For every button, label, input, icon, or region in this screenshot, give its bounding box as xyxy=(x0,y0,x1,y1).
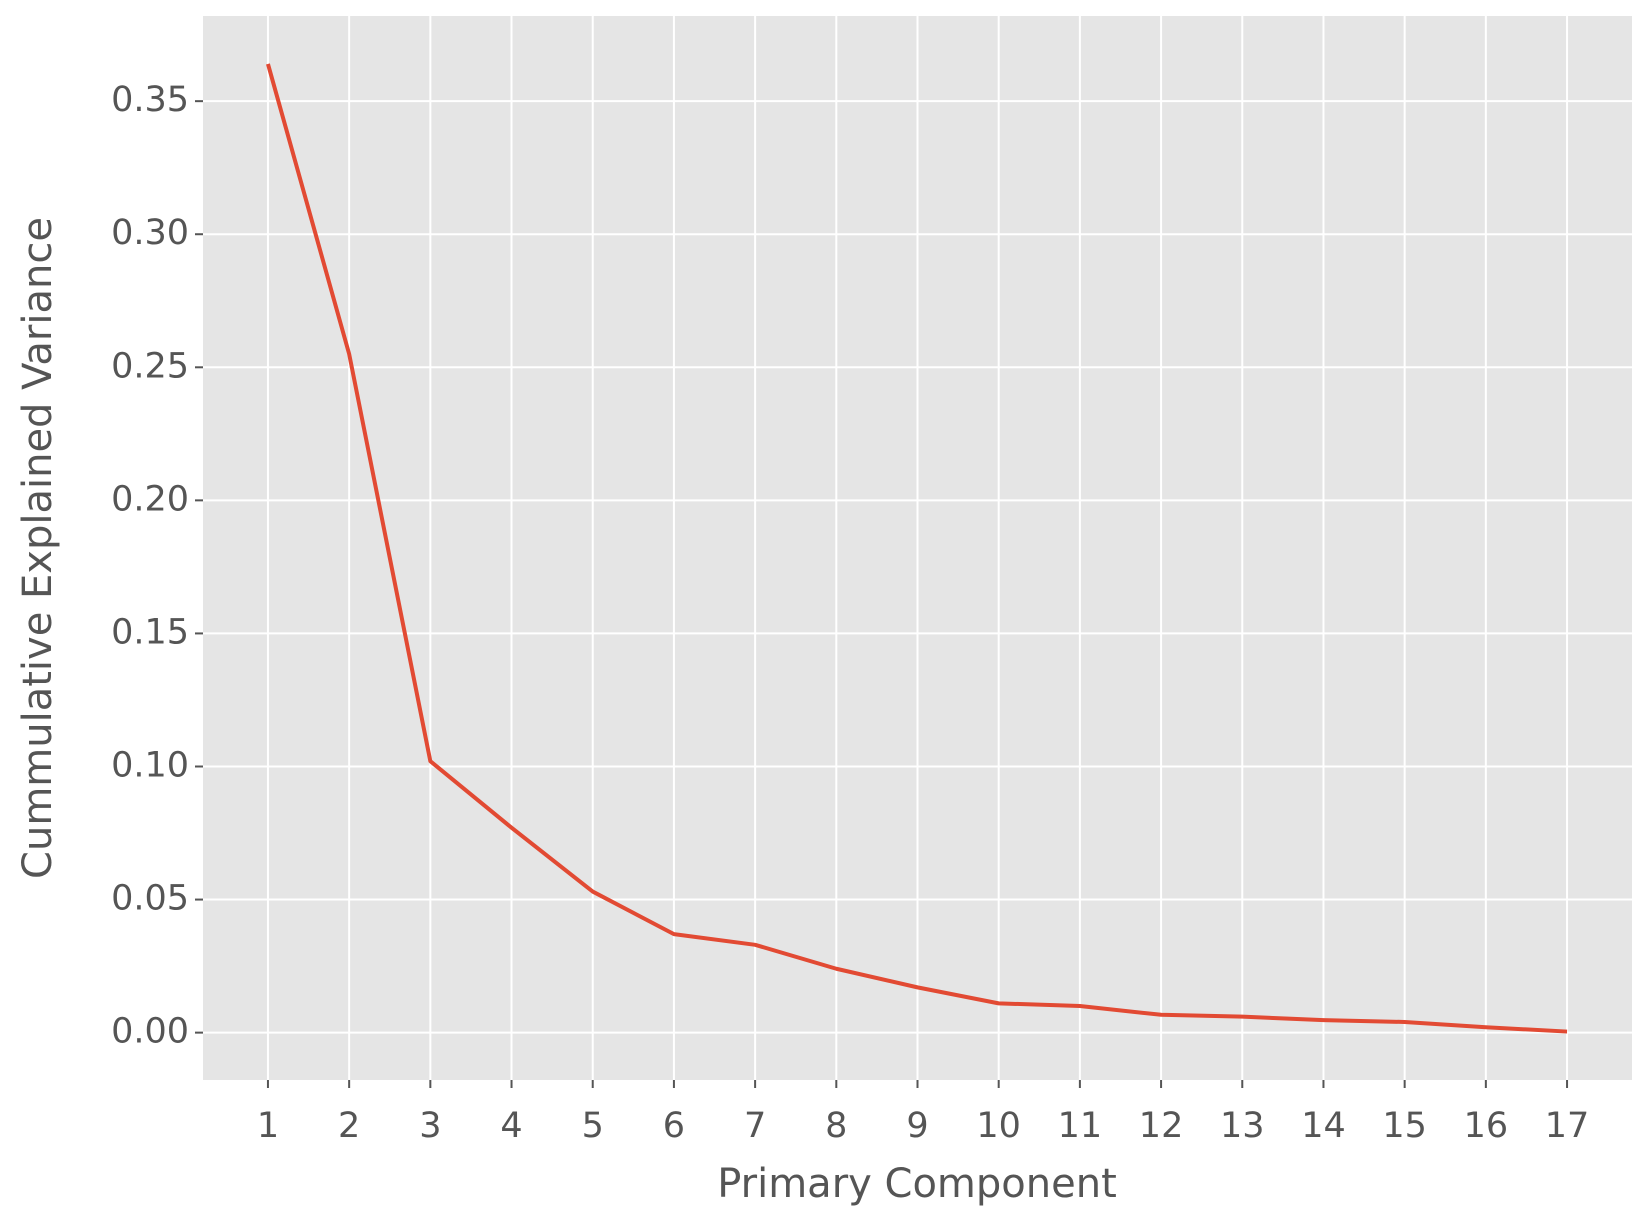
y-tick-label: 0.15 xyxy=(111,612,189,652)
x-tick-label: 9 xyxy=(906,1106,928,1146)
x-tick-label: 6 xyxy=(663,1106,685,1146)
y-tick-label: 0.10 xyxy=(111,745,189,785)
x-tick-label: 5 xyxy=(582,1106,604,1146)
x-tick-label: 15 xyxy=(1382,1106,1427,1146)
x-tick-label: 4 xyxy=(500,1106,522,1146)
x-tick-label: 3 xyxy=(419,1106,441,1146)
y-tick-label: 0.00 xyxy=(111,1012,189,1052)
data-line xyxy=(266,63,1568,1034)
y-tick-label: 0.20 xyxy=(111,479,189,519)
y-tick-label: 0.25 xyxy=(111,346,189,386)
y-axis-label: Cummulative Explained Variance xyxy=(15,217,61,879)
x-axis-label: Primary Component xyxy=(717,1161,1117,1207)
x-tick-label: 8 xyxy=(825,1106,847,1146)
x-tick-label: 16 xyxy=(1464,1106,1509,1146)
x-tick-label: 1 xyxy=(257,1106,279,1146)
y-tick-label: 0.05 xyxy=(111,879,189,919)
x-tick-label: 10 xyxy=(976,1106,1021,1146)
y-tick-label: 0.35 xyxy=(111,80,189,120)
x-tick-label: 13 xyxy=(1220,1106,1265,1146)
x-tick-label: 17 xyxy=(1545,1106,1590,1146)
x-tick-label: 7 xyxy=(744,1106,766,1146)
x-tick-label: 11 xyxy=(1058,1106,1103,1146)
x-tick-label: 2 xyxy=(338,1106,360,1146)
x-tick-label: 14 xyxy=(1301,1106,1346,1146)
x-tick-label: 12 xyxy=(1139,1106,1184,1146)
y-tick-label: 0.30 xyxy=(111,213,189,253)
